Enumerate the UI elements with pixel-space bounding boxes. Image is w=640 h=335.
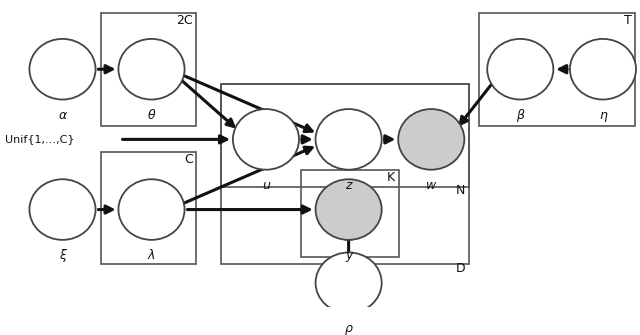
Bar — [221, 84, 469, 264]
Ellipse shape — [118, 179, 184, 240]
Text: θ: θ — [148, 109, 156, 122]
Text: β: β — [516, 109, 524, 122]
Bar — [100, 151, 196, 264]
Bar — [100, 13, 196, 126]
Ellipse shape — [29, 179, 95, 240]
Text: w: w — [426, 179, 436, 192]
Text: C: C — [184, 153, 193, 166]
Ellipse shape — [398, 109, 465, 170]
Text: z: z — [346, 179, 352, 192]
Ellipse shape — [316, 179, 381, 240]
Ellipse shape — [29, 39, 95, 99]
Ellipse shape — [118, 39, 184, 99]
Ellipse shape — [570, 39, 636, 99]
Text: ξ: ξ — [59, 249, 66, 262]
Text: y: y — [345, 249, 352, 262]
Ellipse shape — [316, 109, 381, 170]
Bar — [479, 13, 635, 126]
Text: α: α — [58, 109, 67, 122]
Bar — [301, 170, 399, 257]
Text: Unif{1,…,C}: Unif{1,…,C} — [5, 134, 75, 144]
Text: λ: λ — [148, 249, 155, 262]
Text: K: K — [387, 172, 395, 184]
Ellipse shape — [316, 253, 381, 313]
Text: ρ: ρ — [345, 322, 353, 335]
Text: η: η — [599, 109, 607, 122]
Text: T: T — [624, 14, 632, 27]
Text: N: N — [456, 184, 465, 197]
Text: u: u — [262, 179, 270, 192]
Bar — [221, 84, 469, 187]
Text: 2C: 2C — [176, 14, 193, 27]
Text: D: D — [455, 262, 465, 275]
Ellipse shape — [233, 109, 299, 170]
Ellipse shape — [487, 39, 554, 99]
